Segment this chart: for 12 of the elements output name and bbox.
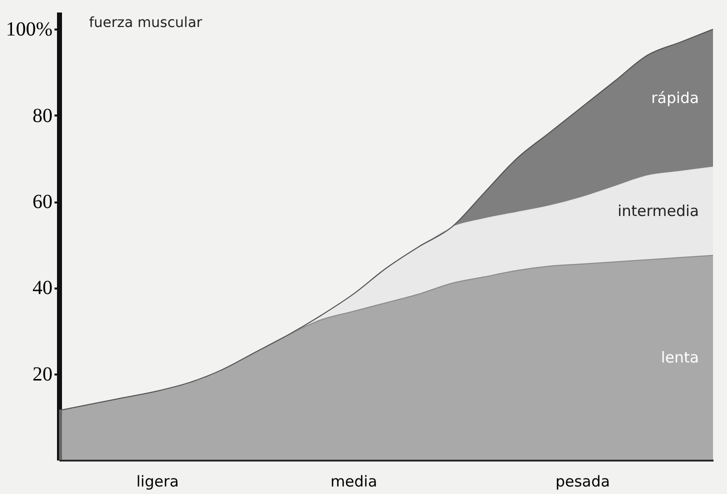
y-tick-label: 40 — [32, 277, 52, 300]
series-label: rápida — [651, 89, 699, 108]
y-tick-label: 60 — [32, 191, 52, 214]
series-label: intermedia — [618, 202, 699, 220]
series-label: lenta — [661, 348, 699, 367]
x-tick-label: media — [330, 472, 378, 490]
y-tick-label: 80 — [32, 104, 52, 127]
y-tick-label: 100% — [6, 18, 52, 41]
x-tick-label: ligera — [136, 472, 179, 490]
y-tick-label: 20 — [32, 363, 52, 386]
x-tick-label: pesada — [555, 472, 610, 490]
y-axis-title: fuerza muscular — [89, 15, 202, 31]
